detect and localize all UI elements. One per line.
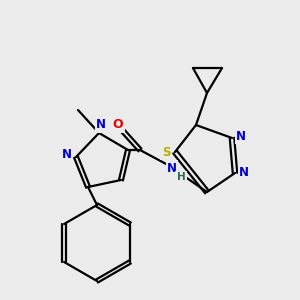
Text: N: N bbox=[236, 130, 246, 142]
Text: N: N bbox=[239, 167, 249, 179]
Text: N: N bbox=[96, 118, 106, 131]
Text: N: N bbox=[167, 161, 177, 175]
Text: S: S bbox=[162, 146, 170, 158]
Text: N: N bbox=[62, 148, 72, 161]
Text: O: O bbox=[113, 118, 123, 131]
Text: H: H bbox=[177, 172, 185, 182]
